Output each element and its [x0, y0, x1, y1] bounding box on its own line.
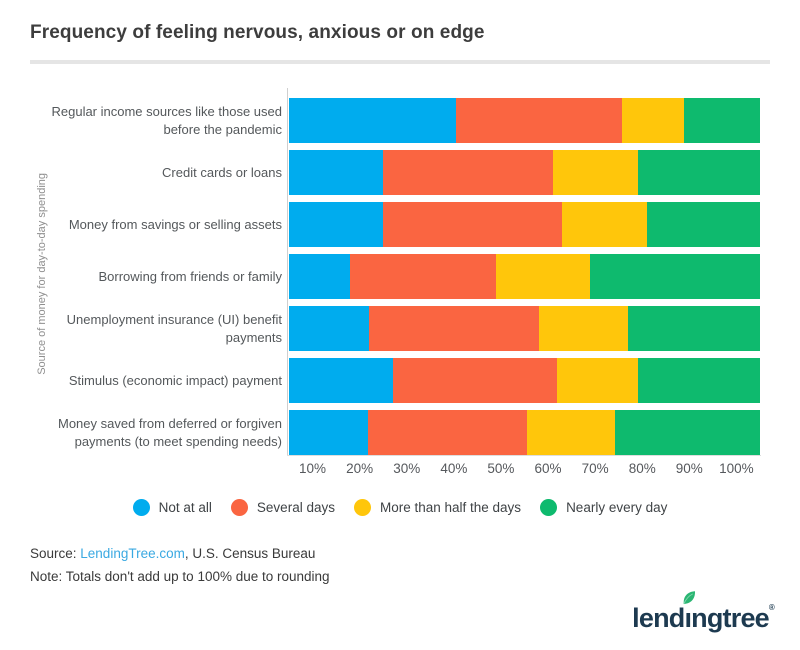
- note-line: Note: Totals don't add up to 100% due to…: [30, 569, 330, 584]
- stacked-bar: [289, 150, 760, 195]
- bar-segment-not-at-all: [289, 358, 393, 403]
- chart-row: Stimulus (economic impact) payment: [30, 358, 760, 403]
- bar-segment-several-days: [383, 150, 553, 195]
- category-label-line: Borrowing from friends or family: [98, 268, 283, 284]
- bar-segment-more-than-half-the-days: [552, 150, 638, 195]
- stacked-bar: [289, 410, 760, 455]
- chart-row: Credit cards or loans: [30, 150, 760, 195]
- bar-segment-more-than-half-the-days: [557, 358, 638, 403]
- bar-segment-not-at-all: [289, 98, 456, 143]
- stacked-bar: [289, 306, 760, 351]
- y-axis-line: [287, 88, 288, 455]
- legend-swatch-icon: [132, 499, 150, 516]
- bar-segment-several-days: [350, 254, 497, 299]
- source-prefix: Source:: [30, 546, 81, 561]
- x-tick-label: 50%: [487, 461, 515, 476]
- x-tick-label: 30%: [393, 461, 421, 476]
- chart-row: Money from savings or selling assets: [30, 202, 761, 247]
- x-tick-label: 60%: [534, 461, 562, 476]
- bar-segment-nearly-every-day: [628, 306, 760, 351]
- stacked-bar: [289, 98, 760, 143]
- legend-label: Nearly every day: [566, 500, 668, 515]
- x-tick-label: 70%: [581, 461, 609, 476]
- bar-segment-not-at-all: [289, 150, 384, 195]
- bar-segment-nearly-every-day: [637, 150, 760, 195]
- bar-segment-not-at-all: [289, 410, 369, 455]
- category-label: Credit cards or loans: [30, 150, 289, 195]
- category-label: Money saved from deferred or forgiven pay…: [30, 410, 289, 455]
- category-label: Stimulus (economic impact) payment: [30, 358, 289, 403]
- lendingtree-logo: lend ıngtree®: [632, 591, 775, 635]
- bar-segment-not-at-all: [289, 306, 370, 351]
- legend-label: Several days: [256, 500, 335, 515]
- x-tick-label: 100%: [719, 461, 754, 476]
- x-tick-label: 40%: [440, 461, 468, 476]
- source-line: Source: LendingTree.com, U.S. Census Bur…: [30, 546, 315, 561]
- legend-swatch-icon: [353, 499, 371, 516]
- category-label-line: Regular income sources like those used: [51, 103, 282, 119]
- bar-segment-several-days: [368, 410, 527, 455]
- chart-row: Borrowing from friends or family: [30, 254, 761, 299]
- x-axis-line: [287, 455, 761, 456]
- legend: Not at all Several days More than half the…: [0, 499, 800, 516]
- legend-item-more-than-half-the-days: More than half the days: [353, 499, 522, 516]
- stacked-bar: [289, 358, 760, 403]
- bar-segment-not-at-all: [289, 202, 384, 247]
- category-label: Regular income sources like those used be…: [30, 98, 289, 143]
- category-label-line: Credit cards or loans: [162, 164, 282, 180]
- chart-row: Unemployment insurance (UI) benefit payme…: [30, 306, 760, 351]
- logo-letter-i: ı: [683, 591, 696, 635]
- bar-segment-more-than-half-the-days: [496, 254, 591, 299]
- bar-segment-several-days: [392, 358, 558, 403]
- title-divider: [30, 60, 770, 64]
- source-link[interactable]: LendingTree.com: [80, 546, 185, 561]
- bar-segment-nearly-every-day: [646, 202, 761, 247]
- category-label-line: Stimulus (economic impact) payment: [68, 372, 282, 388]
- category-label: Borrowing from friends or family: [30, 254, 289, 299]
- leaf-icon: [683, 591, 696, 605]
- legend-item-not-at-all: Not at all: [132, 499, 212, 516]
- bar-segment-nearly-every-day: [590, 254, 761, 299]
- legend-label: More than half the days: [379, 500, 522, 515]
- category-label: Money from savings or selling assets: [30, 202, 289, 247]
- category-label-line: payments: [225, 329, 282, 345]
- bar-segment-not-at-all: [289, 254, 351, 299]
- chart-row: Money saved from deferred or forgiven pay…: [30, 410, 760, 455]
- x-tick-label: 20%: [346, 461, 374, 476]
- registered-mark: ®: [768, 603, 775, 612]
- x-tick-label: 10%: [299, 461, 327, 476]
- logo-text-pre: lend: [632, 603, 685, 633]
- x-axis-ticks: 10% 20% 30% 40% 50% 60% 70% 80% 90% 100%: [289, 461, 760, 476]
- legend-swatch-icon: [540, 499, 558, 516]
- legend-label: Not at all: [158, 500, 212, 515]
- x-tick-label: 80%: [628, 461, 656, 476]
- chart-row: Regular income sources like those used be…: [30, 98, 760, 143]
- category-label-line: payments (to meet spending needs): [74, 433, 282, 449]
- bar-rows: Regular income sources like those used be…: [30, 98, 761, 462]
- bar-segment-nearly-every-day: [683, 98, 760, 143]
- bar-segment-several-days: [383, 202, 563, 247]
- bar-segment-nearly-every-day: [637, 358, 760, 403]
- legend-swatch-icon: [230, 499, 248, 516]
- bar-segment-more-than-half-the-days: [526, 410, 616, 455]
- legend-item-nearly-every-day: Nearly every day: [540, 499, 667, 516]
- category-label-line: Money from savings or selling assets: [68, 216, 282, 232]
- category-label: Unemployment insurance (UI) benefit payme…: [30, 306, 289, 351]
- bar-segment-more-than-half-the-days: [622, 98, 684, 143]
- source-suffix: , U.S. Census Bureau: [184, 546, 316, 561]
- category-label-line: before the pandemic: [163, 121, 282, 137]
- bar-segment-several-days: [455, 98, 623, 143]
- bar-segment-several-days: [369, 306, 539, 351]
- category-label-line: Unemployment insurance (UI) benefit: [66, 311, 282, 327]
- category-label-line: Money saved from deferred or forgiven: [58, 415, 282, 431]
- stacked-bar: [289, 202, 761, 247]
- bar-segment-more-than-half-the-days: [538, 306, 629, 351]
- bar-segment-nearly-every-day: [615, 410, 760, 455]
- bar-segment-more-than-half-the-days: [562, 202, 647, 247]
- legend-item-several-days: Several days: [230, 499, 335, 516]
- chart-title: Frequency of feeling nervous, anxious or…: [30, 22, 485, 43]
- logo-text-post: ngtree: [691, 603, 770, 633]
- stacked-bar: [289, 254, 761, 299]
- x-tick-label: 90%: [675, 461, 703, 476]
